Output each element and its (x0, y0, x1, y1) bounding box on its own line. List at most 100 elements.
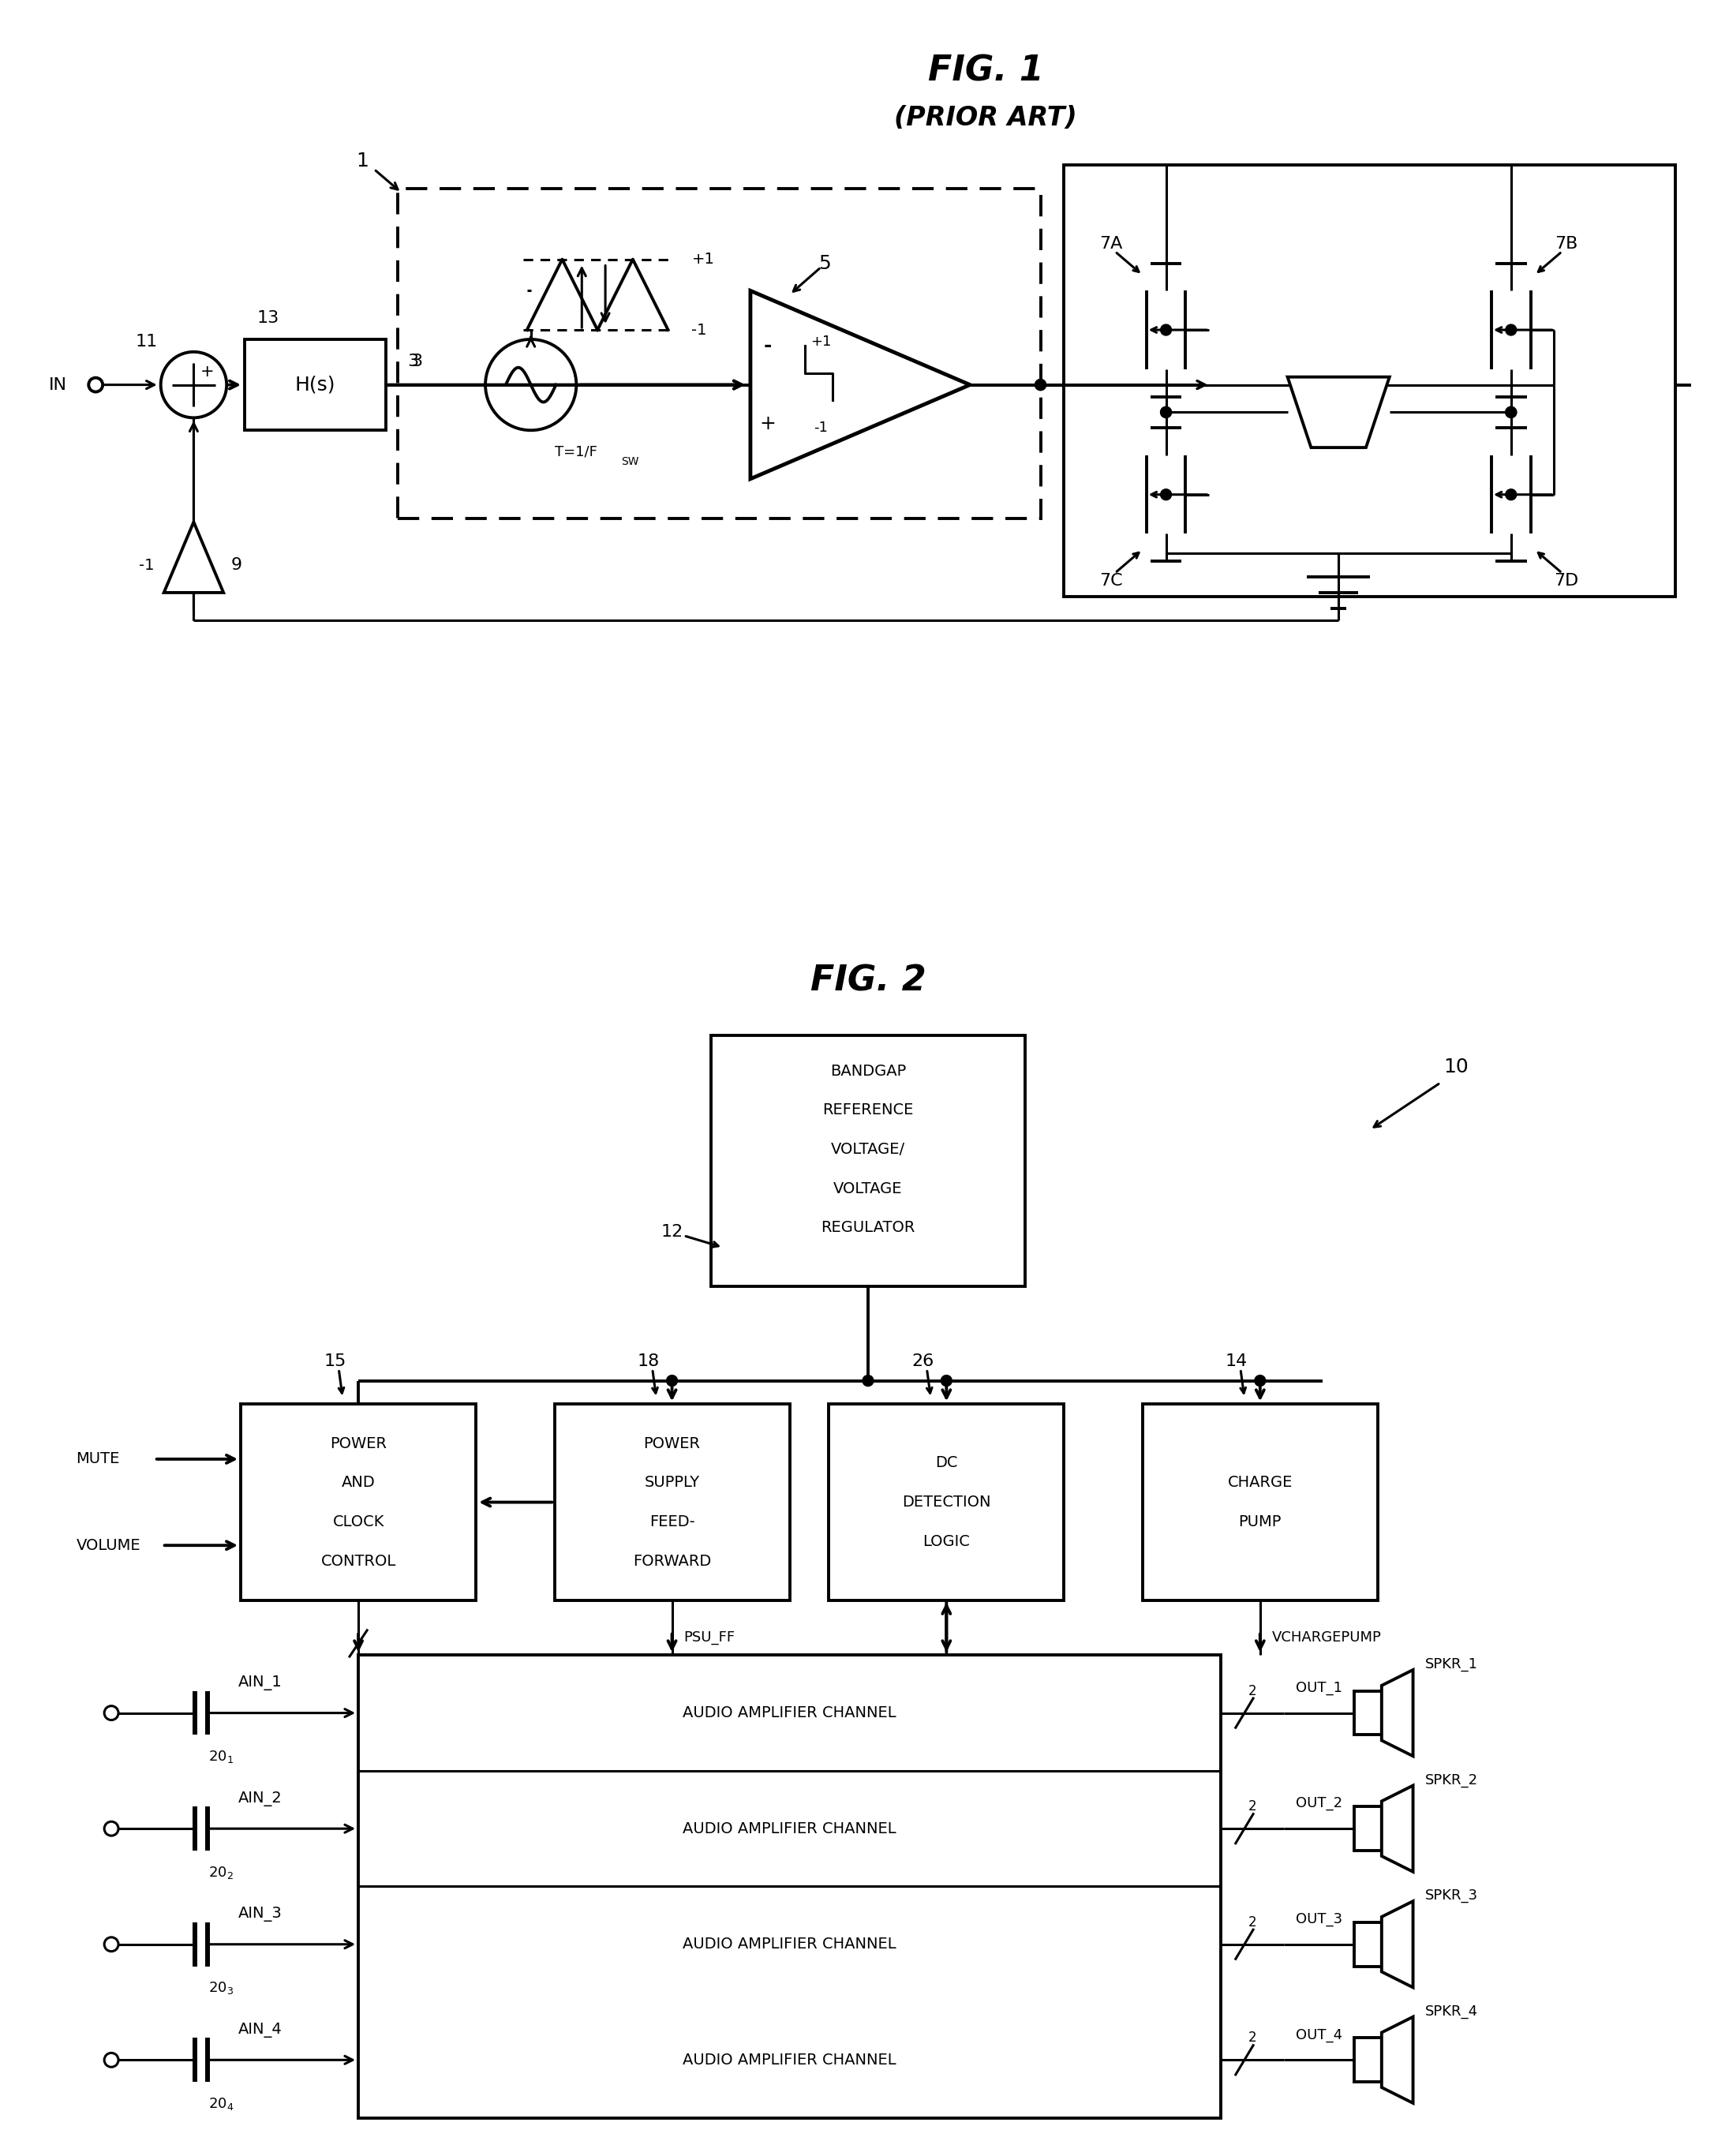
Bar (244, 338, 386, 431)
Text: +: + (201, 364, 214, 379)
Text: 20$_3$: 20$_3$ (209, 1979, 233, 1996)
Text: H(s): H(s) (296, 375, 335, 395)
Polygon shape (1381, 2016, 1413, 2102)
Text: 9: 9 (232, 556, 242, 573)
Bar (711, 1035, 1025, 1287)
Polygon shape (750, 291, 970, 479)
Text: OUT_1: OUT_1 (1295, 1682, 1342, 1695)
Bar (828, 1404, 1063, 1600)
Text: DETECTION: DETECTION (903, 1494, 991, 1509)
Text: 14: 14 (1226, 1354, 1248, 1369)
Text: 26: 26 (911, 1354, 934, 1369)
Text: AIN_1: AIN_1 (239, 1675, 282, 1690)
Text: AUDIO AMPLIFIER CHANNEL: AUDIO AMPLIFIER CHANNEL (683, 1822, 896, 1837)
Text: REFERENCE: REFERENCE (823, 1102, 913, 1117)
Text: 2: 2 (1248, 2031, 1257, 2046)
Text: 2: 2 (1248, 1800, 1257, 1813)
Text: 5: 5 (820, 254, 832, 272)
Text: 20$_2$: 20$_2$ (209, 1865, 233, 1880)
Text: -1: -1 (814, 420, 828, 436)
Text: SPKR_4: SPKR_4 (1425, 2005, 1478, 2018)
Text: FIG. 2: FIG. 2 (811, 964, 927, 998)
Text: 7A: 7A (1100, 235, 1122, 252)
Polygon shape (164, 522, 223, 593)
Polygon shape (1381, 1902, 1413, 1988)
Text: AIN_2: AIN_2 (239, 1792, 282, 1807)
Text: +1: +1 (692, 252, 714, 267)
Text: SPKR_2: SPKR_2 (1425, 1772, 1478, 1787)
Text: VOLTAGE: VOLTAGE (833, 1181, 903, 1197)
Circle shape (666, 1376, 678, 1386)
Text: 7C: 7C (1100, 573, 1122, 589)
Text: CHARGE: CHARGE (1228, 1475, 1293, 1490)
Text: 3: 3 (408, 354, 418, 369)
Text: LOGIC: LOGIC (923, 1533, 970, 1548)
Text: SPKR_1: SPKR_1 (1425, 1658, 1478, 1671)
Bar (358, 1656, 1221, 2117)
Text: +: + (759, 414, 776, 433)
Text: 12: 12 (660, 1225, 683, 1240)
Polygon shape (1381, 1671, 1413, 1757)
Text: AIN_3: AIN_3 (239, 1908, 282, 1921)
Text: POWER: POWER (330, 1436, 387, 1451)
Text: CLOCK: CLOCK (332, 1514, 384, 1529)
Text: REGULATOR: REGULATOR (821, 1220, 915, 1235)
Polygon shape (1381, 1785, 1413, 1871)
Text: VCHARGEPUMP: VCHARGEPUMP (1273, 1630, 1381, 1645)
Polygon shape (1288, 377, 1390, 448)
Text: 13: 13 (258, 310, 280, 326)
Text: PUMP: PUMP (1238, 1514, 1281, 1529)
Text: AND: AND (341, 1475, 375, 1490)
Bar (1354, 1923, 1381, 1966)
Text: OUT_4: OUT_4 (1295, 2029, 1342, 2042)
Text: 3: 3 (412, 354, 422, 369)
Text: DC: DC (935, 1455, 958, 1470)
Circle shape (1036, 379, 1046, 390)
Text: T=1/F: T=1/F (555, 444, 597, 459)
Text: FIG. 1: FIG. 1 (928, 54, 1044, 88)
Text: SUPPLY: SUPPLY (645, 1475, 700, 1490)
Text: FORWARD: FORWARD (633, 1554, 711, 1570)
Text: VOLUME: VOLUME (76, 1537, 140, 1552)
Text: FEED-: FEED- (648, 1514, 695, 1529)
Bar (1063, 166, 1675, 597)
Circle shape (941, 1376, 953, 1386)
Circle shape (1506, 489, 1516, 500)
Circle shape (863, 1376, 873, 1386)
Text: SW: SW (621, 457, 638, 468)
Text: VOLTAGE/: VOLTAGE/ (832, 1143, 906, 1158)
Text: 10: 10 (1444, 1059, 1468, 1076)
Text: AUDIO AMPLIFIER CHANNEL: AUDIO AMPLIFIER CHANNEL (683, 1705, 896, 1720)
Text: OUT_2: OUT_2 (1295, 1796, 1342, 1811)
Circle shape (1160, 407, 1172, 418)
Text: POWER: POWER (643, 1436, 700, 1451)
Circle shape (1160, 323, 1172, 336)
Circle shape (1036, 379, 1046, 390)
Text: 20$_4$: 20$_4$ (209, 2096, 233, 2111)
Bar (1354, 1807, 1381, 1850)
Bar (240, 1404, 475, 1600)
Text: 2: 2 (1248, 1915, 1257, 1930)
Circle shape (1160, 489, 1172, 500)
Text: OUT_3: OUT_3 (1295, 1912, 1342, 1925)
Text: 7D: 7D (1554, 573, 1579, 589)
Text: 20$_1$: 20$_1$ (209, 1749, 233, 1764)
Circle shape (1506, 407, 1516, 418)
Text: 18: 18 (638, 1354, 660, 1369)
Text: 7B: 7B (1554, 235, 1577, 252)
Text: AIN_4: AIN_4 (239, 2022, 282, 2037)
Text: -1: -1 (692, 323, 707, 336)
Text: IN: IN (48, 377, 67, 392)
Bar (398, 190, 1041, 517)
Text: 2: 2 (1248, 1684, 1257, 1699)
Text: CONTROL: CONTROL (322, 1554, 396, 1570)
Text: +1: +1 (811, 334, 832, 349)
Bar (1354, 1690, 1381, 1736)
Circle shape (1160, 407, 1172, 418)
Text: MUTE: MUTE (76, 1451, 119, 1466)
Text: SPKR_3: SPKR_3 (1425, 1889, 1478, 1904)
Text: 15: 15 (323, 1354, 346, 1369)
Bar (1354, 2037, 1381, 2083)
Circle shape (1506, 323, 1516, 336)
Text: PSU_FF: PSU_FF (683, 1630, 735, 1645)
